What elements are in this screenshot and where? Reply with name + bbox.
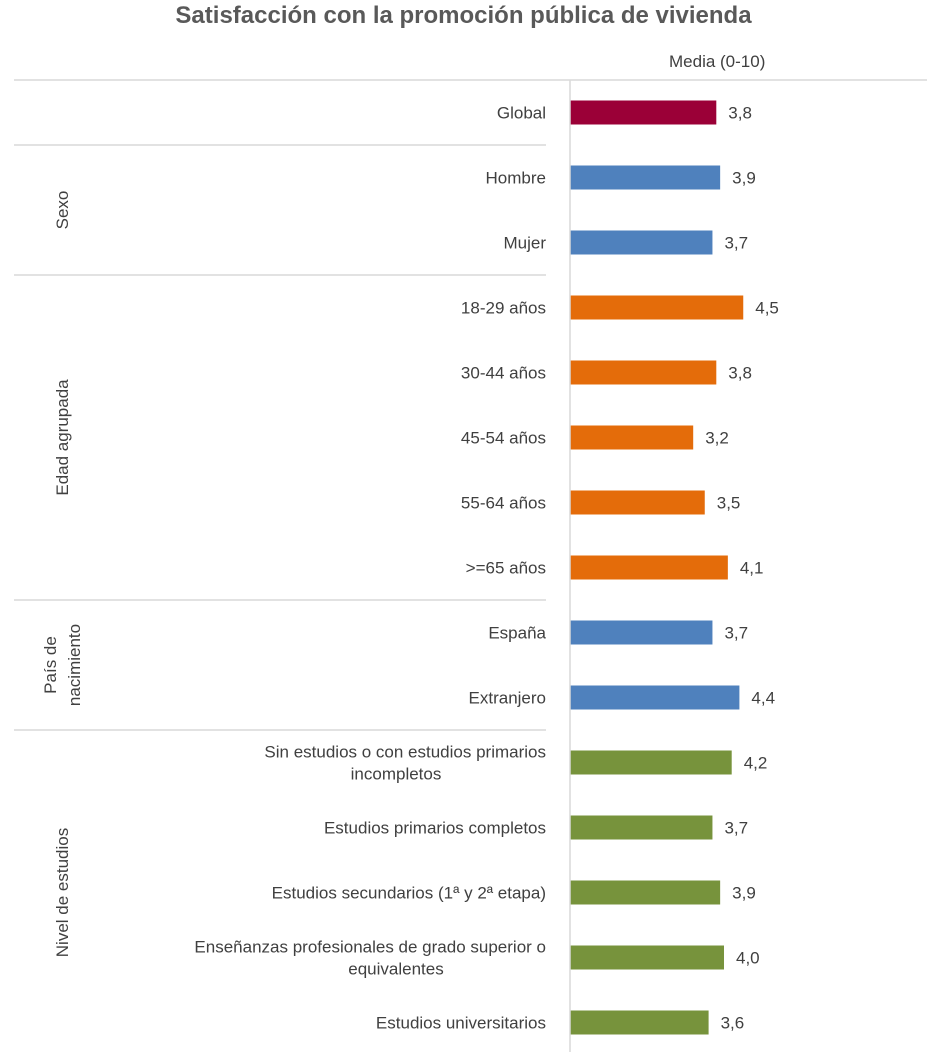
bar (570, 490, 705, 515)
data-label: 4,5 (755, 299, 779, 318)
bar (570, 750, 732, 775)
category-label: >=65 años (466, 559, 546, 578)
bar (570, 1010, 709, 1035)
data-label: 3,8 (728, 364, 752, 383)
data-label: 3,9 (732, 884, 756, 903)
bar (570, 815, 713, 840)
category-label: Extranjero (469, 689, 546, 708)
category-label: Estudios universitarios (376, 1014, 546, 1033)
bar (570, 360, 717, 385)
bar (570, 100, 717, 125)
data-label: 3,9 (732, 169, 756, 188)
group-label: nacimiento (65, 624, 84, 706)
category-label: Estudios primarios completos (324, 819, 546, 838)
category-label: Global (497, 104, 546, 123)
data-label: 3,7 (724, 624, 748, 643)
category-label: Hombre (486, 169, 546, 188)
data-label: 3,6 (721, 1014, 745, 1033)
data-label: 3,7 (724, 819, 748, 838)
data-label: 4,1 (740, 559, 764, 578)
group-label: Edad agrupada (53, 379, 72, 496)
data-label: 3,8 (728, 104, 752, 123)
data-label: 4,0 (736, 949, 760, 968)
chart-title: Satisfacción con la promoción pública de… (175, 2, 752, 29)
category-label: Mujer (503, 234, 546, 253)
category-label: 55-64 años (461, 494, 546, 513)
category-label: España (488, 624, 546, 643)
bar (570, 165, 721, 190)
group-label: País de (41, 636, 60, 694)
category-label: equivalentes (348, 960, 443, 979)
bar (570, 425, 694, 450)
bar (570, 620, 713, 645)
category-label: Estudios secundarios (1ª y 2ª etapa) (272, 884, 546, 903)
group-label: Nivel de estudios (53, 828, 72, 957)
category-label: 45-54 años (461, 429, 546, 448)
category-label: Enseñanzas profesionales de grado superi… (194, 938, 546, 957)
category-label: 18-29 años (461, 299, 546, 318)
data-label: 3,2 (705, 429, 729, 448)
bar (570, 880, 721, 905)
data-label: 3,5 (717, 494, 741, 513)
category-label: Sin estudios o con estudios primarios (264, 743, 546, 762)
data-label: 3,7 (724, 234, 748, 253)
data-label: 4,2 (744, 754, 768, 773)
group-label: Sexo (53, 191, 72, 230)
bar (570, 555, 728, 580)
data-label: 4,4 (751, 689, 775, 708)
bar (570, 685, 740, 710)
bar (570, 945, 724, 970)
chart-subtitle: Media (0-10) (669, 52, 766, 71)
bar (570, 295, 744, 320)
category-label: 30-44 años (461, 364, 546, 383)
bar (570, 230, 713, 255)
category-label: incompletos (351, 765, 442, 784)
